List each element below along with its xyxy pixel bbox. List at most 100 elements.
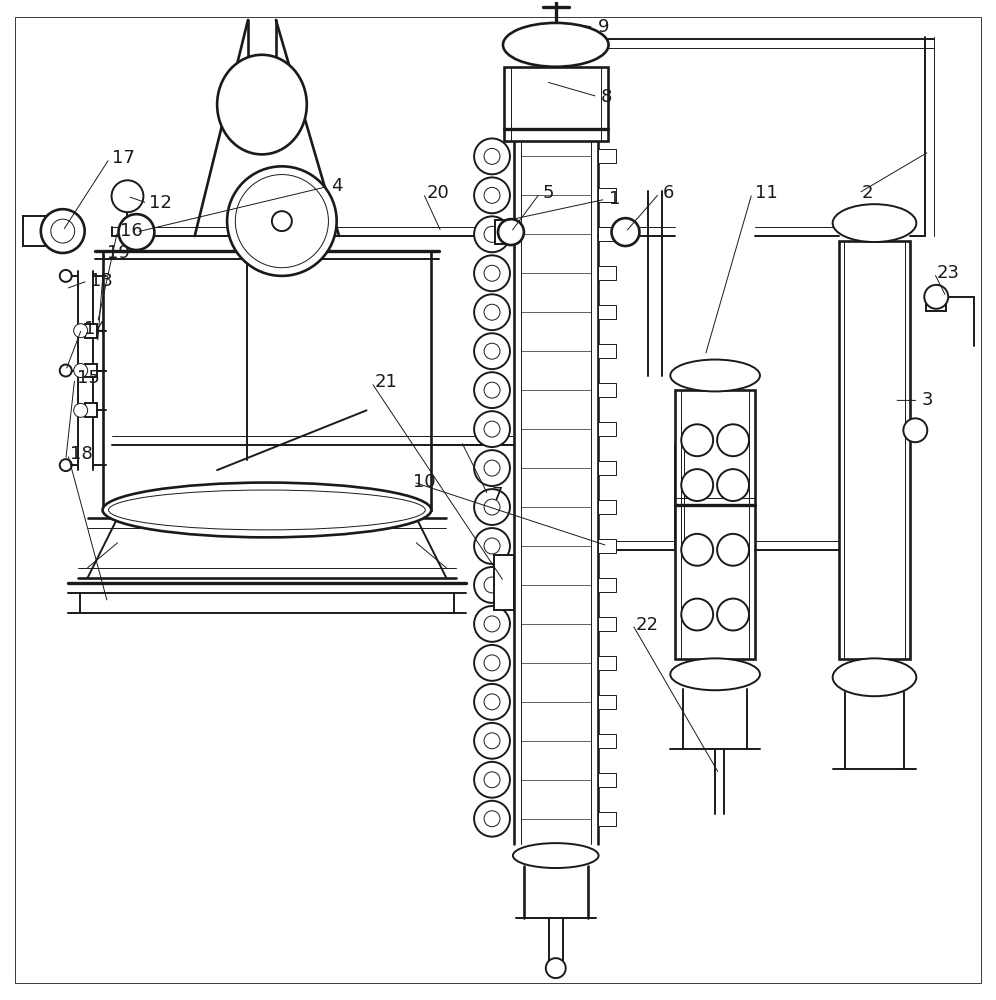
Circle shape <box>474 411 510 447</box>
Text: 16: 16 <box>120 222 142 240</box>
Circle shape <box>474 138 510 174</box>
Circle shape <box>612 218 639 246</box>
Circle shape <box>681 424 713 456</box>
Text: 8: 8 <box>601 88 612 106</box>
Bar <box>598 305 616 319</box>
Circle shape <box>546 958 566 978</box>
Circle shape <box>60 365 72 376</box>
Ellipse shape <box>513 843 599 868</box>
Circle shape <box>484 811 500 827</box>
Text: 2: 2 <box>862 184 873 202</box>
Circle shape <box>74 364 88 377</box>
Circle shape <box>484 382 500 398</box>
Text: 3: 3 <box>921 391 933 409</box>
Circle shape <box>717 534 749 566</box>
Bar <box>598 188 616 202</box>
Text: 5: 5 <box>543 184 555 202</box>
Bar <box>598 812 616 826</box>
Circle shape <box>474 723 510 759</box>
Bar <box>598 656 616 670</box>
Bar <box>598 734 616 748</box>
Circle shape <box>484 772 500 788</box>
Bar <box>598 227 616 241</box>
Circle shape <box>112 180 143 212</box>
Ellipse shape <box>833 658 916 696</box>
Text: 21: 21 <box>374 373 397 391</box>
Text: 22: 22 <box>635 615 658 634</box>
Circle shape <box>681 599 713 630</box>
Ellipse shape <box>670 360 760 391</box>
Bar <box>598 539 616 553</box>
Circle shape <box>474 528 510 564</box>
Circle shape <box>717 424 749 456</box>
Circle shape <box>60 459 72 471</box>
Ellipse shape <box>109 490 425 530</box>
Text: 19: 19 <box>107 244 129 262</box>
Circle shape <box>474 255 510 291</box>
Bar <box>504 67 608 141</box>
Circle shape <box>41 209 85 253</box>
Circle shape <box>498 219 524 245</box>
Circle shape <box>484 616 500 632</box>
Text: 4: 4 <box>331 177 343 195</box>
Circle shape <box>484 538 500 554</box>
Ellipse shape <box>217 55 307 154</box>
Circle shape <box>484 304 500 320</box>
Circle shape <box>484 694 500 710</box>
Bar <box>839 241 910 659</box>
Circle shape <box>484 733 500 749</box>
Circle shape <box>484 148 500 164</box>
Circle shape <box>474 177 510 213</box>
Circle shape <box>681 534 713 566</box>
Text: 6: 6 <box>662 184 673 202</box>
Bar <box>85 364 97 377</box>
Bar <box>598 266 616 280</box>
Text: 12: 12 <box>149 194 172 212</box>
Circle shape <box>474 450 510 486</box>
Text: 20: 20 <box>426 184 449 202</box>
Bar <box>598 500 616 514</box>
Circle shape <box>272 211 292 231</box>
Bar <box>23 216 48 246</box>
Text: 10: 10 <box>413 473 436 491</box>
Circle shape <box>74 403 88 417</box>
Circle shape <box>119 214 154 250</box>
Bar <box>85 324 97 338</box>
Circle shape <box>474 645 510 681</box>
Circle shape <box>717 469 749 501</box>
Circle shape <box>903 418 927 442</box>
Text: 11: 11 <box>755 184 778 202</box>
Circle shape <box>474 333 510 369</box>
Circle shape <box>474 489 510 525</box>
Ellipse shape <box>503 23 609 67</box>
Circle shape <box>51 219 75 243</box>
Text: 1: 1 <box>609 190 620 208</box>
Bar <box>598 461 616 475</box>
Circle shape <box>484 499 500 515</box>
Bar <box>598 149 616 163</box>
Bar <box>494 555 514 610</box>
Circle shape <box>484 421 500 437</box>
Bar <box>598 422 616 436</box>
Circle shape <box>924 285 948 309</box>
Circle shape <box>235 175 329 268</box>
Text: 15: 15 <box>77 369 100 387</box>
Circle shape <box>474 606 510 642</box>
Text: 23: 23 <box>936 264 959 282</box>
Ellipse shape <box>103 483 431 537</box>
Bar <box>598 773 616 787</box>
Circle shape <box>484 226 500 242</box>
Bar <box>598 344 616 358</box>
Bar <box>598 695 616 709</box>
Circle shape <box>484 460 500 476</box>
Text: 13: 13 <box>90 272 113 290</box>
Bar <box>598 578 616 592</box>
Bar <box>926 295 946 311</box>
Circle shape <box>74 324 88 338</box>
Text: 18: 18 <box>70 445 93 463</box>
Circle shape <box>474 372 510 408</box>
Circle shape <box>484 265 500 281</box>
Circle shape <box>681 469 713 501</box>
Circle shape <box>474 216 510 252</box>
Circle shape <box>60 270 72 282</box>
